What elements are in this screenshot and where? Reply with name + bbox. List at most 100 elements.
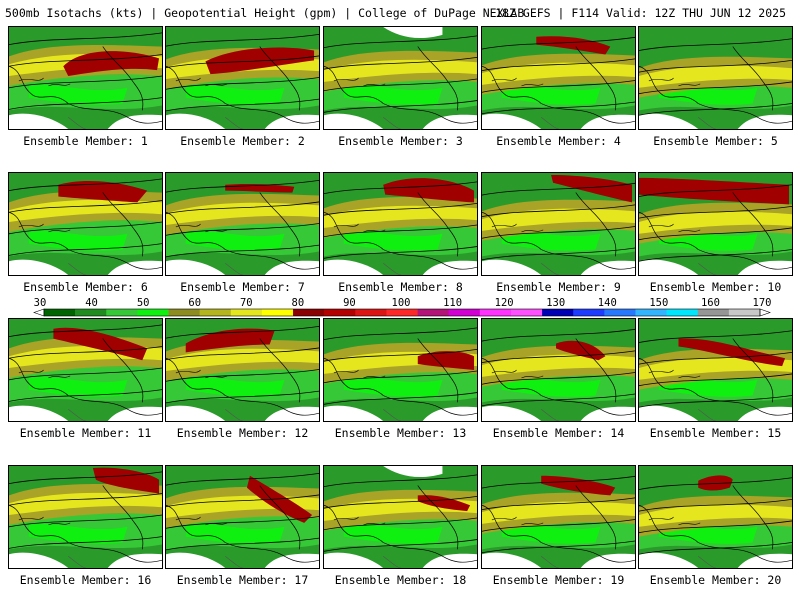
ensemble-map: [639, 27, 792, 129]
ensemble-panel: [638, 26, 793, 130]
ensemble-map: [324, 173, 477, 275]
colorbar-tick-label: 140: [598, 297, 617, 309]
ensemble-map: [639, 319, 792, 421]
ensemble-map: [324, 319, 477, 421]
colorbar-tick-label: 60: [188, 297, 201, 309]
ensemble-member-label: Ensemble Member: 10: [649, 280, 782, 294]
colorbar-tick-label: 110: [443, 297, 462, 309]
ensemble-panel: [165, 26, 320, 130]
ensemble-map: [324, 466, 477, 568]
colorbar-swatch: [479, 309, 512, 316]
ensemble-member-label: Ensemble Member: 20: [649, 573, 782, 587]
model-run-info: 18Z GEFS | F114 Valid: 12Z THU JUN 12 20…: [495, 6, 786, 20]
ensemble-panel: [481, 172, 636, 276]
ensemble-map: [482, 173, 635, 275]
map-title: 500mb Isotachs (kts) | Geopotential Heig…: [5, 6, 525, 20]
ensemble-panel: [165, 318, 320, 422]
header: 500mb Isotachs (kts) | Geopotential Heig…: [0, 0, 800, 26]
ensemble-map: [166, 27, 319, 129]
ensemble-map: [166, 466, 319, 568]
ensemble-member-label: Ensemble Member: 9: [496, 280, 621, 294]
ensemble-map: [9, 466, 162, 568]
colorbar-swatch: [386, 309, 418, 316]
colorbar-swatch: [293, 309, 325, 316]
colorbar-swatch: [448, 309, 481, 316]
colorbar-swatch: [635, 309, 667, 316]
ensemble-map: [9, 319, 162, 421]
ensemble-map: [482, 466, 635, 568]
colorbar-swatch: [230, 309, 263, 316]
colorbar-swatch: [137, 309, 169, 316]
ensemble-panel: [481, 465, 636, 569]
ensemble-panel: [638, 172, 793, 276]
colorbar-swatch: [106, 309, 138, 316]
colorbar-swatch: [75, 309, 107, 316]
colorbar-swatch: [199, 309, 232, 316]
ensemble-member-label: Ensemble Member: 4: [496, 134, 621, 148]
ensemble-map: [324, 27, 477, 129]
colorbar-swatch: [728, 309, 761, 316]
ensemble-map: [166, 319, 319, 421]
ensemble-member-label: Ensemble Member: 2: [180, 134, 305, 148]
colorbar-tick-label: 150: [649, 297, 668, 309]
ensemble-map: [166, 173, 319, 275]
colorbar-swatch: [168, 309, 200, 316]
ensemble-panel: [165, 172, 320, 276]
ensemble-member-label: Ensemble Member: 19: [492, 573, 625, 587]
colorbar-swatch: [44, 309, 76, 316]
colorbar-swatch: [666, 309, 699, 316]
ensemble-panel: [8, 465, 163, 569]
ensemble-member-label: Ensemble Member: 14: [492, 426, 625, 440]
ensemble-map: [639, 466, 792, 568]
ensemble-panel: [8, 172, 163, 276]
colorbar-tick-label: 100: [392, 297, 411, 309]
colorbar-tick-label: 90: [343, 297, 356, 309]
colorbar-swatch: [324, 309, 356, 316]
colorbar-low-end: [33, 308, 45, 317]
ensemble-map: [482, 27, 635, 129]
ensemble-member-label: Ensemble Member: 8: [338, 280, 463, 294]
ensemble-panel: [638, 465, 793, 569]
colorbar-swatch: [697, 309, 730, 316]
ensemble-map: [639, 173, 792, 275]
colorbar-swatch: [542, 309, 574, 316]
ensemble-panel: [638, 318, 793, 422]
ensemble-member-label: Ensemble Member: 12: [176, 426, 309, 440]
ensemble-member-label: Ensemble Member: 6: [23, 280, 148, 294]
ensemble-panel: [323, 465, 478, 569]
colorbar-high-end: [759, 308, 771, 317]
ensemble-member-label: Ensemble Member: 3: [338, 134, 463, 148]
colorbar-tick-label: 160: [701, 297, 720, 309]
ensemble-member-label: Ensemble Member: 13: [334, 426, 467, 440]
colorbar-tick-label: 130: [546, 297, 565, 309]
ensemble-panel: [481, 26, 636, 130]
ensemble-member-label: Ensemble Member: 5: [653, 134, 778, 148]
colorbar-tick-label: 30: [34, 297, 47, 309]
colorbar-tick-label: 170: [753, 297, 772, 309]
ensemble-panel: [8, 26, 163, 130]
colorbar-tick-label: 50: [137, 297, 150, 309]
colorbar-swatch: [261, 309, 294, 316]
ensemble-member-label: Ensemble Member: 17: [176, 573, 309, 587]
ensemble-panel: [323, 26, 478, 130]
ensemble-panel: [323, 318, 478, 422]
ensemble-member-label: Ensemble Member: 11: [19, 426, 152, 440]
colorbar-tick-label: 80: [292, 297, 305, 309]
ensemble-panel: [8, 318, 163, 422]
ensemble-member-label: Ensemble Member: 1: [23, 134, 148, 148]
colorbar-svg: 30 40 50 60 70 80 90 100 110 120 130 140 150 160 170: [33, 297, 772, 317]
colorbar-tick-label: 40: [85, 297, 98, 309]
ensemble-member-label: Ensemble Member: 16: [19, 573, 152, 587]
ensemble-map: [9, 173, 162, 275]
ensemble-map: [9, 27, 162, 129]
ensemble-panel: [481, 318, 636, 422]
colorbar-tick-label: 120: [495, 297, 514, 309]
colorbar-swatch: [510, 309, 543, 316]
colorbar-tick-label: 70: [240, 297, 253, 309]
isotach-colorbar: 30 40 50 60 70 80 90 100 110 120 130 140 150 160 170: [0, 296, 800, 320]
colorbar-swatch: [417, 309, 449, 316]
ensemble-map: [482, 319, 635, 421]
colorbar-swatch: [355, 309, 387, 316]
colorbar-swatch: [573, 309, 605, 316]
ensemble-member-label: Ensemble Member: 18: [334, 573, 467, 587]
